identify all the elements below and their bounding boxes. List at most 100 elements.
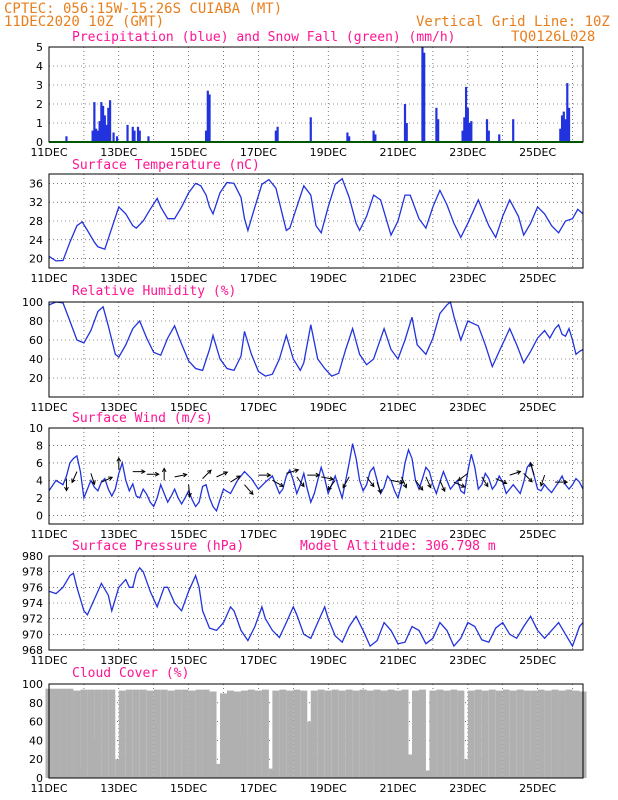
x-tick-label: 25DEC: [519, 654, 556, 667]
cloud-bar: [181, 689, 189, 778]
wind-arrow: [321, 476, 335, 481]
wind-arrow: [376, 481, 382, 494]
x-tick-label: 25DEC: [519, 528, 556, 541]
precip-bar: [421, 47, 424, 142]
wind-arrow-shaft: [415, 480, 424, 491]
precip-bar: [564, 119, 567, 142]
cloud-bar: [474, 689, 482, 778]
x-tick-label: 21DEC: [379, 654, 416, 667]
cloud-bar: [359, 689, 367, 778]
wind-arrow-shaft: [327, 480, 336, 491]
precip-bar: [435, 107, 438, 142]
y-tick-label: 3: [36, 79, 43, 92]
cloud-bar: [286, 690, 294, 778]
wind-arrow: [296, 476, 305, 488]
y-tick-label: 6: [36, 457, 43, 470]
x-tick-label: 13DEC: [100, 146, 137, 159]
y-tick-label: 4: [36, 60, 43, 73]
cloud-bar: [146, 690, 154, 778]
precip-bar: [309, 117, 312, 142]
cloud-bar: [52, 688, 60, 778]
wind-arrow-shaft: [366, 476, 375, 487]
cloud-bar: [206, 726, 214, 778]
y-tick-label: 0: [36, 772, 43, 785]
wind-arrow-head: [399, 479, 405, 485]
wind-arrow: [481, 476, 489, 488]
wind-arrow-head: [187, 492, 192, 498]
y-tick-label: 0: [36, 136, 43, 149]
precip-bar: [423, 52, 426, 143]
cloud-bar: [87, 689, 95, 778]
wind-arrow: [146, 471, 160, 477]
cloud-bar: [450, 689, 458, 778]
x-tick-label: 11DEC: [30, 272, 67, 285]
x-tick-label: 17DEC: [240, 146, 277, 159]
wind-arrow-head: [141, 469, 146, 475]
cloud-bar: [160, 689, 168, 778]
wind-arrow: [509, 470, 522, 476]
wind-arrow-head: [377, 488, 382, 494]
wind-arrow: [132, 469, 146, 475]
wind-arrow: [342, 476, 350, 489]
wind-arrow-shaft: [453, 481, 465, 488]
cloud-bar: [509, 690, 517, 778]
cloud-bar: [80, 689, 88, 778]
wind-arrow-head: [516, 470, 522, 475]
wind-arrow-head: [315, 472, 321, 478]
precip-bar: [65, 136, 68, 142]
cloud-bar: [544, 690, 552, 778]
precip-bar: [567, 107, 571, 142]
model-altitude: Model Altitude: 306.798 m: [300, 539, 496, 554]
x-tick-label: 23DEC: [449, 782, 486, 795]
x-tick-label: 19DEC: [310, 272, 347, 285]
y-tick-label: 978: [22, 566, 43, 579]
wind-arrow-shaft: [540, 474, 546, 487]
y-tick-label: 100: [22, 678, 43, 691]
wind-arrow-head: [402, 483, 408, 489]
cloud-bar: [240, 690, 248, 778]
panel-frame: [48, 555, 584, 651]
wind-arrow-head: [484, 482, 489, 488]
x-tick-label: 23DEC: [449, 272, 486, 285]
wind-arrow-head: [182, 472, 188, 478]
wind-arrow: [174, 472, 188, 478]
cloud-bar: [167, 690, 175, 778]
precip-bar: [468, 123, 471, 142]
wind-arrow: [390, 479, 405, 485]
wind-arrow: [453, 481, 466, 488]
y-tick-label: 36: [29, 177, 43, 190]
wind-arrow-head: [502, 479, 508, 485]
wind-arrow-shaft: [481, 476, 489, 487]
precip-bar: [95, 128, 98, 142]
precip-bar: [136, 126, 140, 142]
wind-arrow: [258, 472, 272, 478]
x-tick-label: 21DEC: [379, 272, 416, 285]
cloud-bar: [188, 690, 196, 778]
precip-bar: [91, 130, 94, 142]
cloud-bar: [247, 689, 255, 778]
y-tick-label: 5: [36, 41, 43, 54]
wind-arrow-head: [266, 472, 272, 478]
y-tick-label: 0: [36, 509, 43, 522]
x-tick-label: 11DEC: [30, 146, 67, 159]
cloud-bar: [425, 770, 433, 778]
series-line: [48, 566, 584, 648]
wind-arrow-shaft: [342, 476, 350, 488]
x-tick-label: 19DEC: [310, 146, 347, 159]
wind-arrow-shaft: [296, 476, 305, 487]
x-tick-label: 11DEC: [30, 401, 67, 414]
wind-arrow: [327, 480, 336, 491]
wind-arrow-head: [116, 456, 122, 462]
station-header: CPTEC: 056:15W-15:26S CUIABA (MT): [4, 1, 283, 17]
wind-arrow-head: [427, 483, 432, 489]
wind-arrow-shaft: [376, 481, 382, 494]
y-tick-label: 24: [29, 234, 43, 247]
precip-bar: [348, 136, 351, 142]
panel-frame: [48, 427, 584, 525]
cloud-bar: [516, 689, 524, 778]
x-tick-label: 13DEC: [100, 272, 137, 285]
wind-arrow-head: [248, 490, 254, 496]
wind-arrow-head: [300, 482, 305, 488]
cloud-bar: [537, 689, 545, 778]
panel-4: Surface Pressure (hPa) Model Altitude: 30…: [22, 539, 584, 667]
